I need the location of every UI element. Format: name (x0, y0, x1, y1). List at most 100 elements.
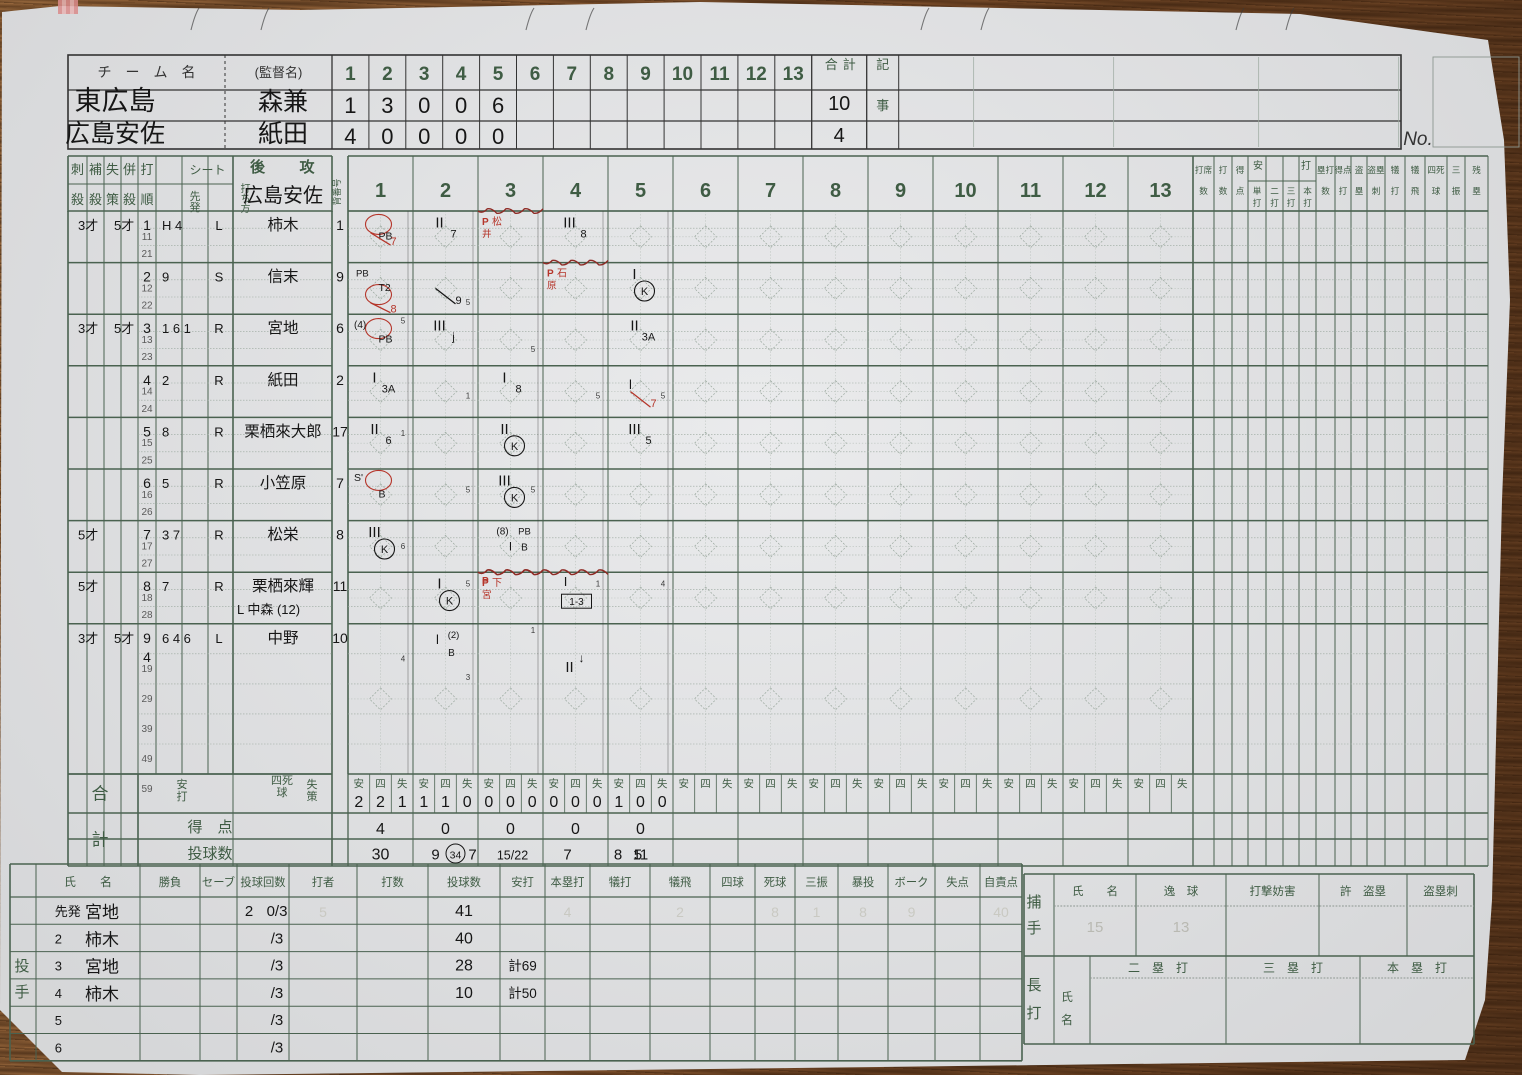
svg-text:7: 7 (765, 180, 776, 202)
svg-text:失: 失 (722, 777, 733, 790)
svg-text:投球数: 投球数 (447, 875, 481, 889)
svg-text:打: 打 (1303, 197, 1312, 208)
svg-text:5才: 5才 (78, 528, 98, 543)
svg-text:手: 手 (14, 984, 29, 1001)
svg-text:0: 0 (418, 124, 430, 149)
svg-text:K: K (641, 286, 649, 298)
svg-text:4: 4 (55, 986, 62, 1001)
svg-text:計: 計 (843, 57, 856, 72)
svg-text:四死: 四死 (1427, 165, 1445, 175)
svg-text:13: 13 (783, 64, 804, 85)
svg-text:S: S (215, 270, 224, 285)
svg-text:0: 0 (455, 93, 467, 118)
svg-text:失: 失 (106, 162, 119, 177)
svg-text:本: 本 (1303, 185, 1312, 196)
svg-text:打者: 打者 (312, 875, 335, 889)
svg-text:投球回数: 投球回数 (240, 875, 285, 889)
svg-text:12: 12 (1084, 180, 1106, 202)
svg-text:打: 打 (1219, 164, 1228, 175)
svg-text:本塁打: 本塁打 (551, 875, 585, 889)
svg-text:球: 球 (277, 785, 288, 799)
svg-text:(4): (4) (354, 320, 366, 331)
svg-text:安: 安 (354, 777, 365, 790)
svg-text:25: 25 (141, 455, 153, 466)
svg-text:栗栖來輝: 栗栖來輝 (252, 577, 314, 595)
svg-text:L: L (215, 218, 222, 233)
svg-text:手: 手 (1026, 920, 1041, 937)
svg-text:I: I (564, 574, 568, 589)
svg-text:紙田: 紙田 (258, 120, 308, 148)
svg-text:II: II (500, 421, 508, 438)
svg-text:24: 24 (141, 404, 153, 415)
svg-text:3才: 3才 (78, 218, 98, 233)
svg-text:事: 事 (876, 98, 889, 113)
svg-text:3 7: 3 7 (162, 528, 180, 543)
svg-text:27: 27 (141, 559, 153, 570)
svg-text:7: 7 (567, 64, 578, 85)
svg-text:30: 30 (372, 847, 390, 864)
svg-text:K: K (446, 596, 454, 608)
svg-text:2: 2 (354, 794, 363, 811)
svg-text:l: l (436, 632, 439, 647)
svg-text:I: I (502, 369, 506, 386)
svg-text:41: 41 (455, 903, 473, 920)
svg-text:盗塁刺: 盗塁刺 (1423, 884, 1458, 898)
svg-text:5才: 5才 (78, 579, 98, 594)
svg-text:5: 5 (596, 392, 601, 401)
svg-text:補: 補 (89, 162, 102, 177)
svg-text:四: 四 (1155, 778, 1166, 790)
svg-text:21: 21 (141, 249, 153, 260)
svg-text:7: 7 (468, 847, 476, 864)
svg-text:8: 8 (143, 578, 151, 594)
svg-text:0: 0 (528, 794, 537, 811)
svg-text:合: 合 (825, 57, 838, 72)
svg-text:松栄: 松栄 (267, 526, 298, 544)
svg-text:11: 11 (142, 232, 153, 243)
svg-text:T2: T2 (379, 282, 391, 294)
svg-text:三 塁 打: 三 塁 打 (1263, 961, 1323, 975)
svg-text:R: R (214, 373, 223, 388)
svg-text:9: 9 (640, 64, 651, 85)
svg-text:1: 1 (398, 794, 407, 811)
svg-text:名: 名 (1061, 1012, 1073, 1027)
svg-text:0: 0 (492, 124, 504, 149)
svg-text:11: 11 (709, 64, 730, 85)
svg-text:安: 安 (419, 777, 430, 790)
svg-text:8: 8 (390, 304, 396, 316)
svg-text:失: 失 (787, 777, 798, 790)
svg-text:5才: 5才 (114, 321, 134, 336)
svg-text:5: 5 (143, 423, 151, 439)
svg-text:13: 13 (1149, 180, 1171, 202)
svg-text:1: 1 (375, 180, 386, 202)
svg-text:得点: 得点 (1334, 164, 1352, 175)
svg-text:8: 8 (859, 904, 867, 920)
svg-text:3才: 3才 (78, 321, 98, 336)
svg-text:7: 7 (390, 236, 396, 248)
svg-text:(2): (2) (448, 630, 460, 641)
svg-text:信末: 信末 (267, 268, 298, 286)
svg-text:小笠原: 小笠原 (260, 474, 307, 492)
svg-text:R: R (214, 424, 223, 439)
svg-text:7: 7 (450, 229, 456, 241)
svg-text:飛: 飛 (1411, 186, 1420, 196)
svg-text:15: 15 (141, 438, 153, 449)
svg-text:森兼: 森兼 (258, 88, 308, 116)
svg-text:17: 17 (332, 423, 348, 439)
svg-text:2: 2 (676, 904, 684, 920)
svg-text:打: 打 (1301, 159, 1311, 172)
svg-text:III: III (563, 215, 576, 232)
svg-text:28: 28 (455, 958, 473, 975)
svg-text:PB: PB (356, 269, 369, 280)
svg-text:4: 4 (143, 372, 151, 388)
svg-text:5: 5 (466, 579, 471, 588)
svg-text:打撃妨害: 打撃妨害 (1250, 884, 1296, 898)
svg-text:/3: /3 (271, 1040, 284, 1057)
svg-text:II: II (565, 659, 573, 676)
svg-text:1: 1 (813, 904, 821, 920)
svg-text:セーブ: セーブ (202, 875, 235, 889)
svg-text:22: 22 (141, 301, 153, 312)
svg-text:3: 3 (466, 673, 471, 682)
svg-text:B: B (521, 543, 528, 554)
svg-text:4: 4 (344, 124, 356, 149)
svg-text:打: 打 (1026, 1005, 1041, 1022)
